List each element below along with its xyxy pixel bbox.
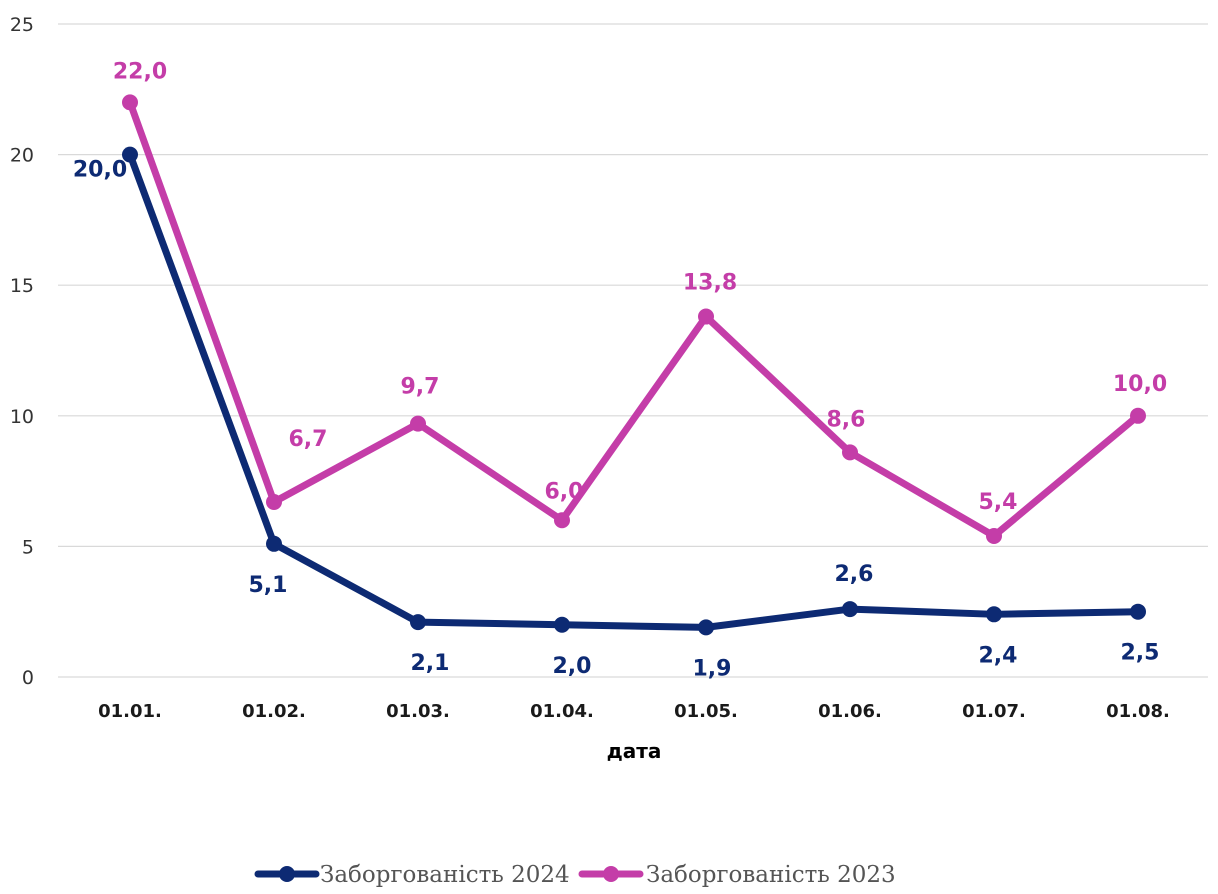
data-point [122, 146, 138, 163]
data-point [842, 601, 858, 618]
data-label: 13,8 [683, 271, 737, 296]
x-tick-label: 01.08. [1106, 701, 1170, 722]
data-label: 6,0 [545, 479, 584, 504]
y-tick-label: 20 [10, 145, 34, 167]
legend: Заборгованість 2024 Заборгованість 2023 [254, 862, 896, 888]
data-label: 6,7 [289, 427, 328, 452]
x-tick-label: 01.02. [242, 701, 306, 722]
data-label: 20,0 [73, 158, 127, 183]
data-point [266, 535, 282, 552]
data-point [410, 415, 426, 432]
data-label: 2,0 [553, 654, 592, 679]
x-tick-label: 01.07. [962, 701, 1026, 722]
series-line [126, 151, 1142, 631]
data-point [1130, 407, 1146, 424]
series-line [126, 98, 1142, 540]
legend-label: Заборгованість 2023 [646, 862, 896, 888]
x-tick-label: 01.06. [818, 701, 882, 722]
x-tick-label: 01.04. [530, 701, 594, 722]
legend-point-marker [279, 866, 295, 882]
data-label: 8,6 [827, 407, 866, 432]
data-point [698, 619, 714, 636]
x-tick-label: 01.01. [98, 701, 162, 722]
y-tick-label: 15 [10, 275, 34, 297]
data-point [1130, 603, 1146, 620]
series-layer [122, 94, 1146, 636]
legend-point-marker [603, 866, 619, 882]
data-point [986, 527, 1002, 544]
y-tick-label: 25 [10, 14, 34, 36]
data-label: 2,6 [835, 562, 874, 587]
y-axis-ticks: 0 5 10 15 20 25 [10, 14, 34, 689]
x-axis-ticks: 01.01. 01.02. 01.03. 01.04. 01.05. 01.06. 01.0… [98, 701, 1170, 722]
data-label: 9,7 [401, 375, 440, 400]
series-1 [122, 146, 1146, 636]
data-point [842, 444, 858, 461]
data-point [554, 616, 570, 633]
data-point [266, 493, 282, 510]
data-label: 2,1 [411, 651, 450, 676]
x-axis-title: дата [607, 739, 662, 763]
data-label: 1,9 [693, 656, 732, 681]
legend-item-2: Заборгованість 2023 [578, 862, 896, 888]
data-label: 5,4 [979, 490, 1018, 515]
y-tick-label: 0 [22, 667, 34, 689]
x-tick-label: 01.05. [674, 701, 738, 722]
y-tick-label: 5 [22, 536, 34, 558]
data-labels: 20,0 5,1 2,1 2,0 1,9 2,6 2,4 2,5 22,0 6,7 9,7 6,0 13… [73, 59, 1167, 681]
data-point [698, 308, 714, 325]
data-point [986, 606, 1002, 623]
data-label: 2,5 [1121, 641, 1160, 666]
series-2 [122, 94, 1146, 544]
legend-item-1: Заборгованість 2024 [254, 862, 570, 888]
data-point [554, 512, 570, 529]
data-point [410, 614, 426, 631]
x-tick-label: 01.03. [386, 701, 450, 722]
data-label: 2,4 [979, 643, 1018, 668]
data-label: 10,0 [1113, 372, 1167, 397]
grid-lines [58, 23, 1208, 678]
y-tick-label: 10 [10, 406, 34, 428]
data-point [122, 94, 138, 111]
legend-label: Заборгованість 2024 [320, 862, 570, 888]
data-label: 22,0 [113, 59, 167, 84]
data-label: 5,1 [249, 573, 288, 598]
